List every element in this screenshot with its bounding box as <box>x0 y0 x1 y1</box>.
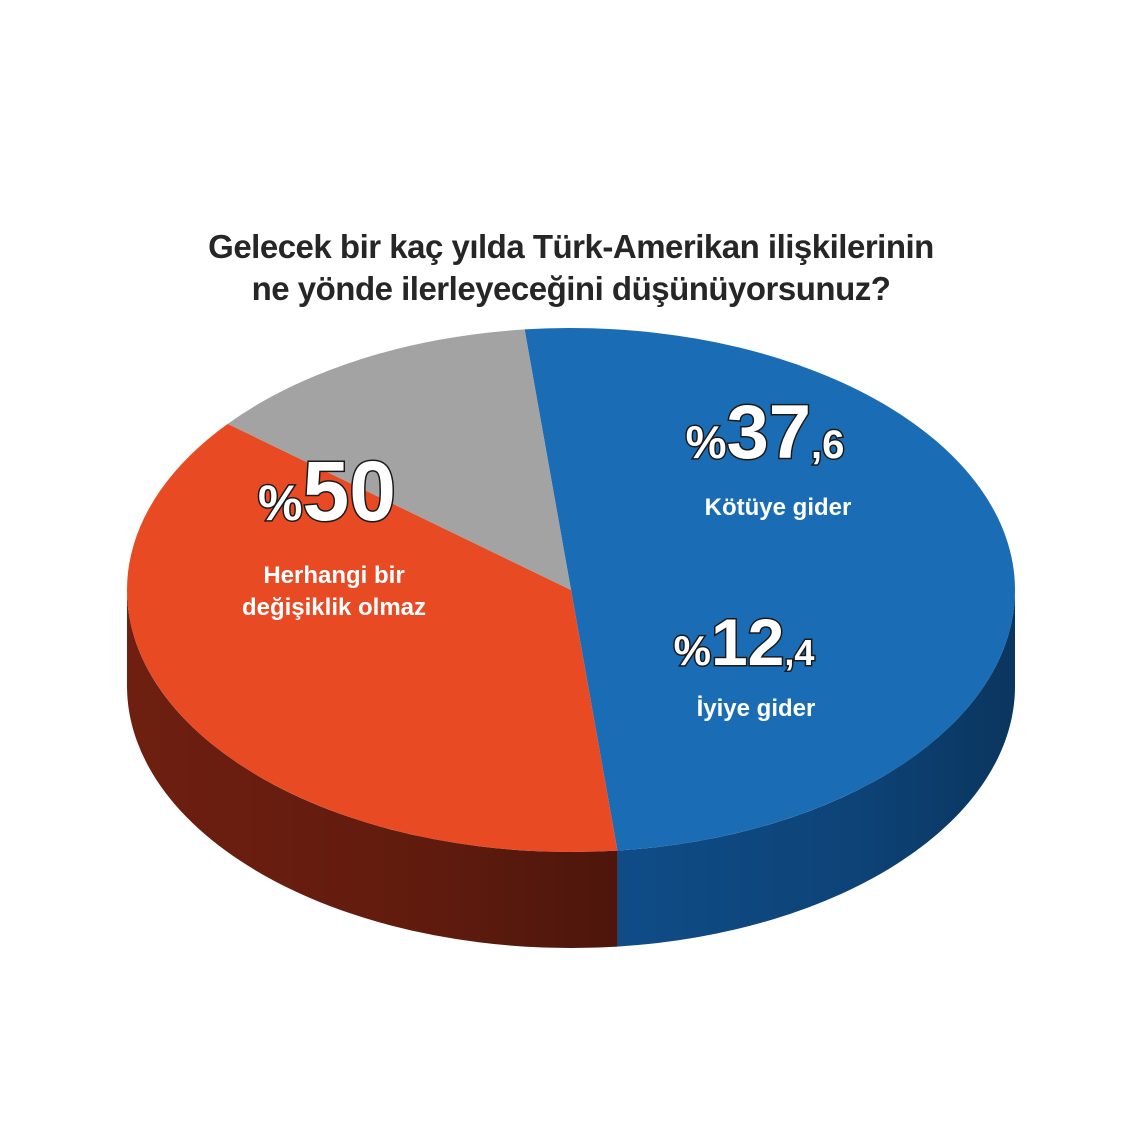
pie-category-label-0-0: Herhangi bir <box>263 562 404 589</box>
pie-slice-1 <box>126 423 618 852</box>
pie-pct-sign-0: % <box>258 475 302 531</box>
pie-pct-value-2: 12 <box>711 605 784 679</box>
pie-pct-sign-1: % <box>686 416 727 468</box>
chart-title-line-2: ne yönde ilerleyeceğini düşünüyorsunuz? <box>251 270 891 307</box>
pie-sides <box>127 590 1015 948</box>
pie-category-label-2-0: İyiye gider <box>697 695 816 722</box>
pie-category-label-0-1: değişiklik olmaz <box>242 594 426 621</box>
chart-title: Gelecek bir kaç yılda Türk-Amerikan iliş… <box>0 226 1142 310</box>
pie-slice-2 <box>227 329 571 590</box>
pie-pct-value-1: 37 <box>727 390 812 475</box>
pie-pct-label-1: %37,6 <box>686 390 845 475</box>
pie-pct-label-2: %12,4 <box>674 605 815 679</box>
pie-pct-decimal-2: ,4 <box>784 632 814 673</box>
chart-title-line-1: Gelecek bir kaç yılda Türk-Amerikan iliş… <box>208 228 934 265</box>
pie-category-label-1-0: Kötüye gider <box>705 494 852 521</box>
pie-pct-decimal-1: ,6 <box>811 423 844 467</box>
pie-pct-label-0: %50 <box>258 444 396 538</box>
pie-pct-sign-2: % <box>674 627 711 674</box>
pie-side-shade-1 <box>127 590 618 948</box>
pie-side-shade-0 <box>617 590 1015 947</box>
pie-tops <box>126 328 1015 852</box>
pie-pct-value-0: 50 <box>303 444 396 538</box>
pie-slice-0 <box>524 328 1015 851</box>
